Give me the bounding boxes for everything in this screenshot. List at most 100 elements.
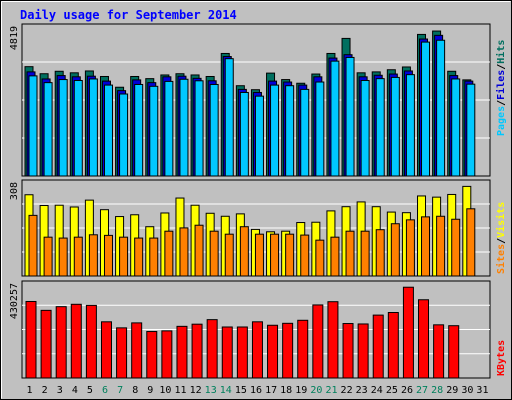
bar-sites (270, 233, 280, 277)
bar-pages (239, 91, 249, 177)
x-tick-label: 13 (205, 385, 217, 396)
bar-sites (421, 216, 431, 277)
x-tick-label: 1 (27, 385, 33, 396)
bar-pages (103, 84, 113, 177)
x-tick-label: 2 (42, 385, 48, 396)
x-tick-label: 27 (416, 385, 428, 396)
bar-sites (73, 236, 83, 277)
bar-kbytes (297, 319, 309, 379)
bar-sites (285, 233, 295, 277)
bar-pages (330, 60, 340, 177)
bar-sites (28, 214, 38, 277)
legend-hits-files-pages: Pages/Files/Hits (495, 40, 507, 136)
chart-panels: 4819Pages/Files/Hits308Sites/Visits43025… (9, 23, 507, 396)
bar-pages (345, 56, 355, 177)
bar-sites (360, 230, 370, 277)
bar-sites (451, 218, 461, 277)
bar-sites (194, 224, 204, 277)
legend-visits: Visits (495, 202, 507, 238)
bar-sites (315, 239, 325, 277)
bar-kbytes (357, 323, 369, 379)
x-tick-label: 20 (310, 385, 322, 396)
bar-kbytes (267, 324, 279, 379)
x-tick-label: 17 (265, 385, 277, 396)
bar-kbytes (327, 301, 339, 379)
legend-visits-sites: Sites/Visits (495, 202, 507, 274)
x-tick-label: 23 (356, 385, 368, 396)
bar-sites (254, 233, 264, 277)
legend-hits: Hits (495, 40, 507, 64)
legend-sites: Sites (495, 244, 507, 274)
bar-pages (224, 58, 234, 177)
bar-pages (164, 80, 174, 177)
x-tick-label: 10 (159, 385, 171, 396)
bar-sites (43, 236, 53, 277)
legend-separator: / (496, 64, 507, 70)
bar-pages (405, 74, 415, 177)
bar-kbytes (161, 330, 173, 379)
bar-kbytes (282, 322, 294, 379)
x-tick-label: 21 (325, 385, 337, 396)
bar-pages (73, 79, 83, 177)
legend-separator: / (496, 100, 507, 106)
bar-pages (421, 41, 431, 177)
x-tick-label: 19 (295, 385, 307, 396)
x-tick-label: 16 (250, 385, 262, 396)
bar-pages (134, 83, 144, 177)
bar-sites (88, 234, 98, 277)
legend-files: Files (495, 70, 507, 100)
bar-kbytes (418, 299, 430, 379)
legend-separator: / (496, 238, 507, 244)
legend-kbytes: KBytes (496, 340, 507, 376)
bar-pages (451, 78, 461, 177)
bar-sites (164, 230, 174, 277)
bar-sites (436, 215, 446, 277)
y-max-label-kbytes: 430257 (9, 283, 20, 319)
bar-sites (179, 227, 189, 277)
bar-pages (28, 75, 38, 177)
x-tick-label: 18 (280, 385, 292, 396)
bar-sites (405, 219, 415, 277)
x-tick-label: 9 (147, 385, 153, 396)
x-tick-label: 28 (431, 385, 443, 396)
x-tick-label: 3 (57, 385, 63, 396)
bar-pages (119, 93, 129, 177)
x-tick-label: 31 (476, 385, 488, 396)
x-tick-label: 7 (117, 385, 123, 396)
bar-pages (285, 85, 295, 177)
bar-kbytes (448, 325, 460, 379)
bar-kbytes (236, 326, 248, 379)
bar-pages (209, 83, 219, 177)
bar-kbytes (402, 286, 414, 379)
x-tick-label: 4 (72, 385, 78, 396)
bar-sites (149, 237, 159, 277)
legend-pages: Pages (496, 106, 507, 136)
x-tick-label: 15 (235, 385, 247, 396)
x-tick-label: 6 (102, 385, 108, 396)
x-tick-label: 29 (446, 385, 458, 396)
bar-kbytes (312, 304, 324, 379)
bar-kbytes (433, 324, 445, 379)
bar-pages (375, 78, 385, 177)
bar-pages (149, 85, 159, 177)
bar-sites (330, 236, 340, 277)
bar-kbytes (55, 306, 67, 379)
bar-pages (300, 88, 310, 177)
bar-pages (315, 81, 325, 177)
y-max-label-hits: 4819 (9, 26, 20, 50)
bar-sites (466, 208, 476, 277)
bar-kbytes (70, 303, 82, 379)
bar-kbytes (342, 323, 354, 379)
bar-kbytes (100, 321, 112, 379)
bar-pages (436, 39, 446, 177)
x-tick-label: 11 (174, 385, 186, 396)
bar-kbytes (25, 300, 37, 379)
bar-kbytes (251, 321, 263, 379)
x-tick-label: 5 (87, 385, 93, 396)
x-tick-label: 12 (190, 385, 202, 396)
bar-sites (300, 234, 310, 277)
bar-pages (58, 79, 68, 177)
bar-kbytes (116, 327, 128, 379)
bar-sites (239, 226, 249, 277)
bar-kbytes (85, 304, 97, 379)
